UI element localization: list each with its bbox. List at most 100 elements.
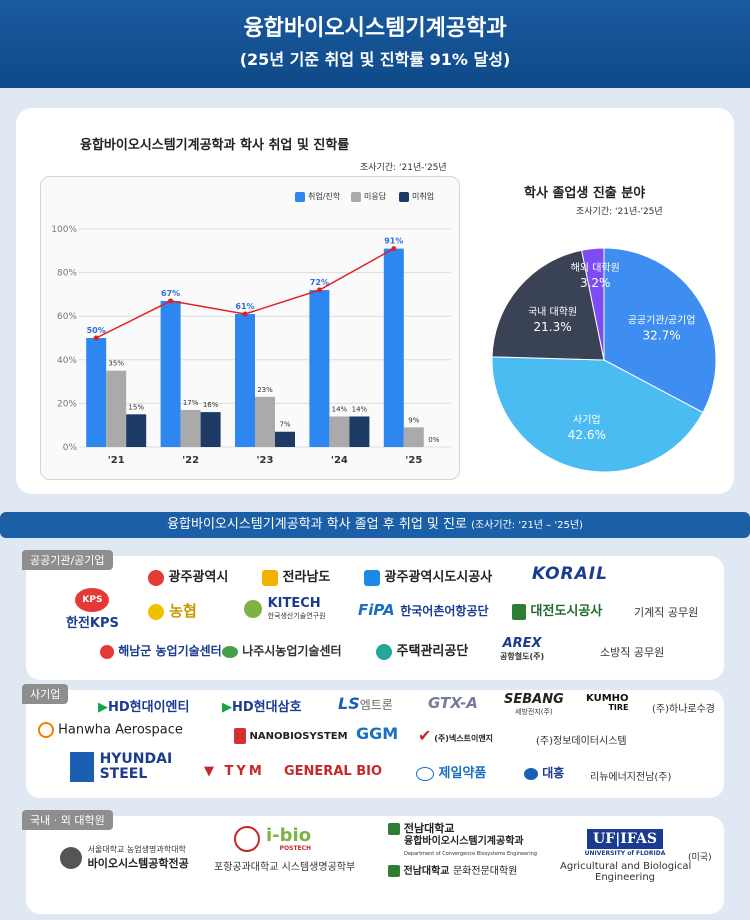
bar-2 (275, 431, 295, 447)
pie-slice-value: 3.2% (580, 276, 611, 290)
section-period: (조사기간: '21년 – '25년) (471, 520, 583, 531)
bar-1 (255, 396, 275, 447)
private-tag: 사기업 (22, 684, 69, 704)
legend-swatch (295, 191, 305, 202)
company-nexteng: ✔ (주)넥스트이앤지 (418, 726, 494, 745)
data-label: 35% (108, 360, 124, 368)
data-label: 61% (235, 302, 254, 311)
hd-arrow-icon: ▶ (222, 700, 232, 715)
data-label: 9% (408, 416, 419, 424)
bar-1 (403, 427, 424, 447)
bar-1 (180, 409, 201, 447)
cnu-logo-icon (388, 865, 400, 877)
x-tick-label: '21 (108, 455, 125, 466)
jeil-logo-icon (416, 766, 434, 781)
hd-arrow-icon: ▶ (98, 700, 108, 715)
grad-snu: 서울대학교 농업생명과학대학 바이오시스템공학전공 (60, 844, 189, 871)
bar-0 (383, 248, 404, 447)
legend-label: 미응답 (364, 192, 387, 201)
hyundai-steel-logo-icon (70, 752, 94, 782)
bar-1 (106, 370, 127, 447)
bar-2 (349, 416, 370, 447)
company-gwangju: 광주광역시 (148, 566, 228, 586)
bar-chart-title: 융합바이오시스템기계공학과 학사 취업 및 진학률 (80, 138, 350, 153)
company-infodata: (주)정보데이터시스템 (536, 736, 627, 747)
data-label: 23% (257, 386, 273, 394)
company-hyundai-steel: HYUNDAI STEEL (70, 752, 172, 782)
company-housing: 주택관리공단 (376, 640, 468, 660)
chart-card: 융합바이오시스템기계공학과 학사 취업 및 진학률 조사기간: '21년-'25… (16, 108, 734, 494)
bar-0 (86, 338, 107, 447)
data-label: 15% (128, 403, 144, 411)
bar-chart: 0% 20% 40% 60% 80% 100% 50% 35% 15% '21 67% 17% 16% '… (51, 225, 451, 466)
nanobio-logo-icon (234, 728, 246, 744)
x-tick-label: '25 (405, 455, 422, 466)
company-daeheung: 대흥 (524, 764, 564, 781)
data-label: 14% (332, 405, 348, 413)
company-korail: KORAIL (532, 564, 608, 584)
pie-slice-name: 해외 대학원 (571, 261, 620, 274)
company-jeonnam: 전라남도 (262, 566, 330, 586)
grad-cnu: 전남대학교 융합바이오시스템기계공학과 Department of Conver… (388, 822, 537, 878)
pie-slice-value: 32.7% (643, 328, 681, 342)
legend-employed: 취업/진학 (295, 191, 340, 202)
pie-slice-value: 42.6% (568, 428, 606, 442)
pie-slice-value: 21.3% (533, 320, 571, 334)
housing-logo-icon (376, 643, 392, 660)
nh-logo-icon (148, 603, 164, 620)
grad-postech: i-bio POSTECH 포항공과대학교 시스템생명공학부 (214, 824, 356, 873)
x-tick-label: '24 (331, 455, 348, 466)
legend-unemployed: 미취업 (399, 191, 434, 202)
kps-logo-icon: KPS (75, 588, 110, 612)
data-label: 91% (384, 237, 403, 246)
pie-slice-name: 사기업 (573, 413, 601, 426)
legend-swatch (399, 191, 409, 202)
company-kps: KPS 한전KPS (66, 588, 119, 631)
company-hanwha: Hanwha Aerospace (38, 722, 183, 738)
naju-logo-icon (222, 645, 238, 658)
company-daejeon: 대전도시공사 (512, 600, 602, 620)
haenam-logo-icon (100, 644, 114, 659)
urban-corp-logo-icon (364, 569, 380, 586)
cnu-logo-icon (388, 823, 400, 835)
gwangju-logo-icon (148, 569, 164, 586)
y-tick-label: 100% (51, 225, 77, 235)
pie-chart-title: 학사 졸업생 진출 분야 (524, 186, 646, 201)
grad-tag: 국내 · 외 대학원 (22, 810, 113, 830)
company-ggm: GGM (356, 724, 399, 743)
data-label: 50% (87, 326, 106, 335)
section-header: 융합바이오시스템기계공학과 학사 졸업 후 취업 및 진로 (조사기간: '21… (0, 512, 750, 538)
page-title: 융합바이오시스템기계공학과 (243, 16, 507, 41)
bar-0 (309, 290, 330, 447)
kitech-logo-icon (244, 599, 262, 618)
nexteng-logo-icon: ✔ (418, 726, 432, 745)
postech-logo-icon (234, 826, 260, 852)
grad-uf: UF|IFAS UNIVERSITY of FLORIDA Agricultur… (560, 829, 692, 883)
company-fipa: FiPA 한국어촌어항공단 (358, 601, 489, 619)
bar-0 (235, 314, 255, 447)
pie-chart-period: 조사기간: '21년-'25년 (576, 207, 663, 217)
public-tag: 공공기관/공기업 (22, 550, 113, 570)
company-hd-samho: ▶HD현대삼호 (222, 700, 302, 715)
data-label: 7% (279, 421, 290, 429)
daejeon-logo-icon (512, 603, 526, 620)
data-label: 67% (161, 289, 180, 298)
company-naju: 나주시농업기술센터 (222, 642, 342, 659)
grad-card: 국내 · 외 대학원 서울대학교 농업생명과학대학 바이오시스템공학전공 i-b… (22, 810, 724, 914)
company-arex: AREX 공항철도(주) (500, 636, 545, 661)
section-title: 융합바이오시스템기계공학과 학사 졸업 후 취업 및 진로 (167, 517, 467, 532)
public-card: 공공기관/공기업 광주광역시 전라남도 광주광역시도시공사 KORAIL KPS… (22, 550, 724, 680)
y-tick-label: 80% (57, 269, 77, 279)
company-nh: 농협 (148, 600, 197, 621)
company-renew: 리뉴에너지전남(주) (590, 772, 672, 783)
fire-official: 소방직 공무원 (600, 646, 665, 659)
y-tick-label: 40% (57, 356, 77, 366)
legend-swatch (351, 191, 361, 202)
mechanical-official: 기계직 공무원 (634, 606, 699, 619)
company-sebang: SEBANG 세방전지(주) (504, 692, 564, 716)
bar-chart-frame: 취업/진학 미응답 미취업 0% 20% 40% 60% 80% 100% 50% 35% 15… (40, 176, 460, 480)
trend-point (93, 335, 99, 341)
company-hanaro: (주)하나로수경 (652, 704, 716, 715)
data-label: 14% (352, 405, 368, 413)
data-label: 17% (183, 399, 199, 407)
